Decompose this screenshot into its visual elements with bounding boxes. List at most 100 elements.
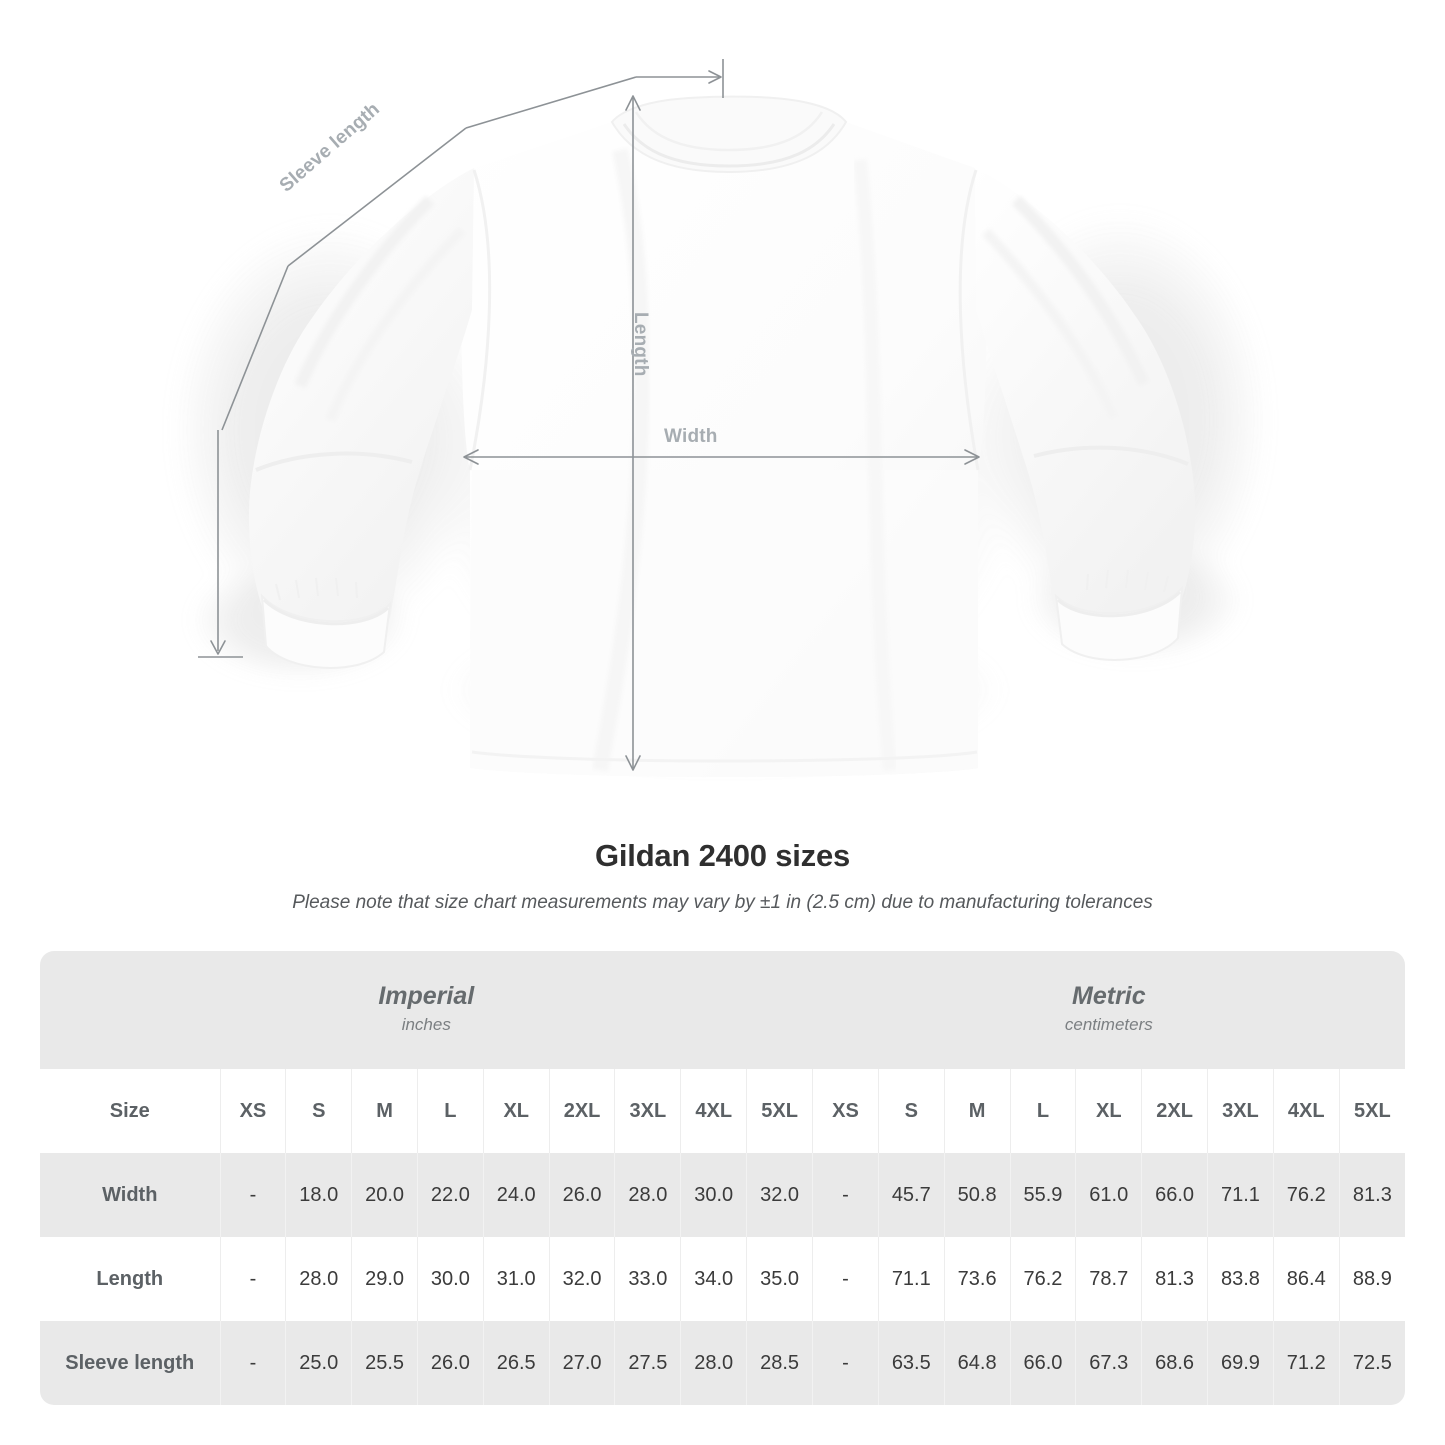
table-header-row: Size XS S M L XL 2XL 3XL 4XL 5XL XS S M L XL 2XL 3XL 4XL 5… [40,1069,1406,1153]
cell-length-imperial-s: 28.0 [285,1237,353,1321]
row-label-sleeve-length: Sleeve length [40,1321,221,1405]
cell-sleeve-length-metric-xl: 67.3 [1075,1321,1143,1405]
cell-sleeve-length-imperial-5xl: 28.5 [746,1321,814,1405]
left-sleeve [248,168,474,669]
size-header-imperial-xl: XL [483,1069,550,1153]
cell-sleeve-length-metric-xs: - [812,1321,879,1405]
cell-width-metric-l: 55.9 [1010,1153,1077,1237]
cell-length-imperial-l: 30.0 [417,1237,484,1321]
cell-width-metric-m: 50.8 [944,1153,1011,1237]
tolerance-note: Please note that size chart measurements… [292,892,1153,913]
cell-width-imperial-4xl: 30.0 [680,1153,748,1237]
cell-length-imperial-m: 29.0 [351,1237,418,1321]
width-label: Width [664,426,718,447]
size-header-imperial-xs: XS [220,1069,287,1153]
cell-length-metric-3xl: 83.8 [1207,1237,1274,1321]
cell-length-metric-m: 73.6 [944,1237,1011,1321]
cell-length-imperial-5xl: 35.0 [746,1237,814,1321]
size-header-imperial-2xl: 2XL [549,1069,616,1153]
right-sleeve [975,168,1196,661]
cell-length-metric-s: 71.1 [878,1237,945,1321]
length-label: Length [630,312,651,377]
cell-length-metric-xs: - [812,1237,879,1321]
size-header-metric-3xl: 3XL [1207,1069,1274,1153]
shoulder-seams [468,169,980,471]
size-table-wrapper: Imperial inches Metric centimeters Size X… [40,951,1406,1405]
cell-sleeve-length-imperial-3xl: 27.5 [614,1321,682,1405]
metric-unit-name: Metric [1072,982,1146,1011]
cell-sleeve-length-imperial-xs: - [220,1321,287,1405]
title-block: Gildan 2400 sizes Please note that size … [0,838,1445,914]
size-header-imperial-4xl: 4XL [680,1069,748,1153]
cell-width-imperial-xs: - [220,1153,287,1237]
table-row: Sleeve length -25.0 25.5 26.0 26.5 27.0 27.5 28… [40,1321,1406,1405]
cell-sleeve-length-metric-3xl: 69.9 [1207,1321,1274,1405]
cell-sleeve-length-imperial-2xl: 27.0 [549,1321,616,1405]
metric-band: Metric centimeters [812,951,1406,1069]
row-label-length: Length [40,1237,221,1321]
shirt-body [461,96,987,778]
size-header-metric-4xl: 4XL [1273,1069,1340,1153]
cell-sleeve-length-imperial-4xl: 28.0 [680,1321,748,1405]
garment-illustration [170,59,1270,778]
imperial-band: Imperial inches [40,951,813,1069]
size-header-metric-m: M [944,1069,1011,1153]
sleeve-length-dimension [198,59,724,658]
cell-width-imperial-2xl: 26.0 [549,1153,616,1237]
size-header-imperial-5xl: 5XL [746,1069,814,1153]
cell-length-imperial-3xl: 33.0 [614,1237,682,1321]
cell-width-metric-s: 45.7 [878,1153,945,1237]
table-row: Length -28.0 29.0 30.0 31.0 32.0 33.0 34.0 35.0-… [40,1237,1406,1321]
cell-sleeve-length-metric-s: 63.5 [878,1321,945,1405]
size-header-metric-xs: XS [812,1069,879,1153]
cell-width-metric-3xl: 71.1 [1207,1153,1274,1237]
size-header-metric-2xl: 2XL [1141,1069,1209,1153]
size-header-metric-5xl: 5XL [1339,1069,1406,1153]
cell-sleeve-length-imperial-s: 25.0 [285,1321,353,1405]
garment-diagram: Sleeve length Length Width [170,59,1270,778]
cell-width-imperial-s: 18.0 [285,1153,353,1237]
cell-width-imperial-xl: 24.0 [483,1153,550,1237]
cell-length-metric-xl: 78.7 [1075,1237,1143,1321]
length-dimension [625,95,641,771]
cell-sleeve-length-metric-m: 64.8 [944,1321,1011,1405]
cell-sleeve-length-imperial-l: 26.0 [417,1321,484,1405]
size-header-metric-xl: XL [1075,1069,1143,1153]
cell-length-metric-5xl: 88.9 [1339,1237,1406,1321]
size-header-cell: Size [40,1069,221,1153]
cell-sleeve-length-imperial-xl: 26.5 [483,1321,550,1405]
cell-sleeve-length-metric-l: 66.0 [1010,1321,1077,1405]
cell-sleeve-length-imperial-m: 25.5 [351,1321,418,1405]
cell-length-imperial-2xl: 32.0 [549,1237,616,1321]
size-header-imperial-l: L [417,1069,484,1153]
cell-length-imperial-4xl: 34.0 [680,1237,748,1321]
size-header-metric-s: S [878,1069,945,1153]
table-row: Width -18.0 20.0 22.0 24.0 26.0 28.0 30.0 32.0-4… [40,1153,1406,1237]
cell-width-imperial-5xl: 32.0 [746,1153,814,1237]
row-label-width: Width [40,1153,221,1237]
size-header-metric-l: L [1010,1069,1077,1153]
cell-sleeve-length-metric-5xl: 72.5 [1339,1321,1406,1405]
size-chart-table: Imperial inches Metric centimeters Size X… [40,951,1406,1405]
shirt-collar [610,95,848,174]
page-title: Gildan 2400 sizes [594,838,851,873]
size-header-imperial-m: M [351,1069,418,1153]
imperial-unit-sub: inches [401,1015,451,1035]
cell-width-metric-4xl: 76.2 [1273,1153,1340,1237]
cell-width-imperial-m: 20.0 [351,1153,418,1237]
size-header-imperial-3xl: 3XL [614,1069,682,1153]
metric-unit-sub: centimeters [1064,1015,1153,1035]
cell-sleeve-length-metric-4xl: 71.2 [1273,1321,1340,1405]
cell-length-metric-2xl: 81.3 [1141,1237,1209,1321]
cell-length-imperial-xs: - [220,1237,287,1321]
cell-sleeve-length-metric-2xl: 68.6 [1141,1321,1209,1405]
cell-width-metric-xl: 61.0 [1075,1153,1143,1237]
cell-length-imperial-xl: 31.0 [483,1237,550,1321]
width-dimension [463,449,980,465]
cell-length-metric-l: 76.2 [1010,1237,1077,1321]
unit-banner-row: Imperial inches Metric centimeters [40,951,1406,1069]
cell-width-metric-5xl: 81.3 [1339,1153,1406,1237]
size-header-imperial-s: S [285,1069,353,1153]
cell-width-metric-2xl: 66.0 [1141,1153,1209,1237]
cell-width-metric-xs: - [812,1153,879,1237]
